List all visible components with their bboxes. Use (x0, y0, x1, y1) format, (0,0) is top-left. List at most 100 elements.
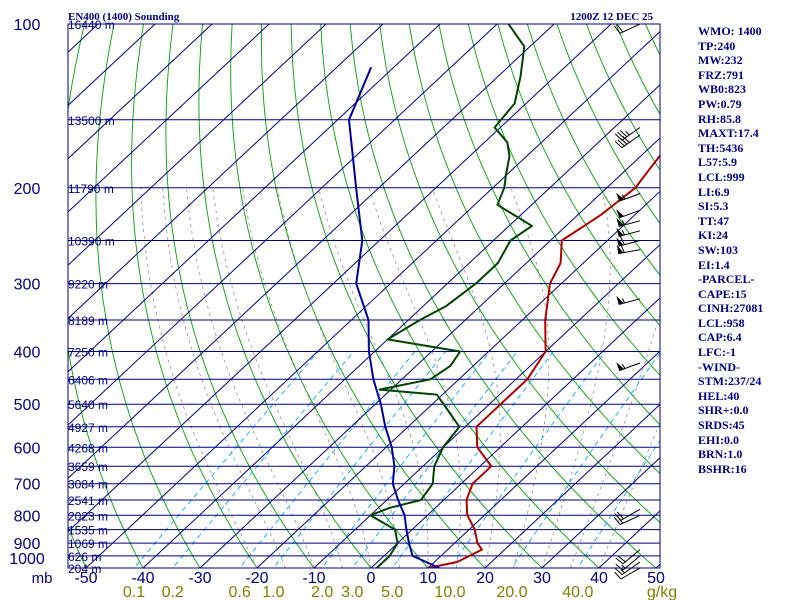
wind-barb-feather (614, 141, 623, 149)
wind-barb-feather (617, 139, 625, 147)
stat-line: BSHR:16 (698, 461, 747, 476)
dry-adiabat-line (379, 24, 660, 524)
plot-border (67, 23, 661, 569)
wind-barb (614, 127, 641, 141)
wind-barb-half-feather (621, 194, 626, 200)
stat-line: RH:85.8 (698, 111, 741, 126)
height-label: 1535 m (68, 524, 108, 538)
stat-line: MAXT:17.4 (698, 126, 759, 141)
wind-barb-feather (615, 557, 624, 565)
mixing-ratio-line (577, 439, 660, 568)
isotherm-line (68, 24, 441, 373)
isotherm-line (370, 297, 660, 568)
mixing-ratio-tick-label: 10.0 (434, 584, 465, 600)
isotherm-line (68, 24, 270, 213)
height-label: 11790 m (68, 182, 114, 196)
wind-barb (616, 362, 641, 372)
stat-line: KI:24 (698, 228, 728, 243)
height-label: 16440 m (68, 18, 115, 32)
stat-line: LCL:958 (698, 315, 745, 330)
moist-adiabat-line (242, 187, 372, 568)
wind-barb-feather (615, 564, 624, 571)
stat-line: CAP:6.4 (698, 330, 742, 345)
height-label: 5640 m (68, 398, 108, 412)
wind-barb-half-feather (621, 230, 625, 236)
height-label: 6406 m (68, 373, 108, 387)
moist-adiabat-line (186, 187, 315, 568)
stat-line: TH:5436 (698, 140, 744, 155)
moist-adiabat-line (162, 187, 286, 568)
height-label: 626 m (68, 550, 101, 564)
mixing-ratio-line (272, 351, 447, 568)
height-label: 10390 m (68, 235, 115, 249)
height-label: 2541 m (68, 494, 108, 508)
dry-adiabat-line (0, 24, 34, 580)
stat-line: BRN:1.0 (698, 447, 743, 462)
temperature-tick-label: -40 (131, 570, 154, 587)
temperature-tick-label: -10 (302, 570, 325, 587)
mixing-ratio-tick-label: 2.0 (311, 584, 333, 600)
dewpoint-trace (369, 24, 533, 568)
height-label: 204 m (68, 562, 101, 576)
mixing-ratio-line (449, 351, 606, 568)
height-label: 3084 m (68, 478, 108, 492)
wind-barb-feather (614, 571, 622, 580)
temperature-tick-label: 30 (533, 570, 551, 587)
wind-barb-half-feather (621, 298, 625, 304)
isotherm-line (484, 403, 660, 568)
isotherm-line (68, 24, 612, 533)
mixing-ratio-tick-label: 0.2 (162, 584, 184, 600)
mixing-ratio-line (511, 352, 660, 568)
wind-barb-pennant (616, 362, 624, 371)
wind-barbs (614, 23, 641, 580)
moist-adiabat-line (276, 187, 400, 568)
dry-adiabat-line (260, 24, 486, 568)
mixing-ratio-unit-label: g/kg (647, 584, 677, 600)
wind-barb (616, 236, 641, 247)
pressure-tick-label: 100 (14, 17, 41, 34)
stat-line: TP:240 (698, 38, 736, 53)
mixing-ratio-line (351, 351, 518, 568)
temperature-tick-label: -20 (245, 570, 268, 587)
wind-barb-pennant (616, 217, 624, 227)
isotherm-line (85, 30, 660, 568)
wind-barb (616, 227, 641, 237)
stat-line: LFC:-1 (698, 345, 736, 360)
height-label: 9220 m (68, 278, 108, 292)
moist-adiabat-line (510, 187, 550, 568)
wind-barb-half-feather (621, 363, 626, 369)
wind-barb (614, 567, 641, 580)
temperature-tick-label: 40 (590, 570, 608, 587)
wind-barb-feather (614, 25, 621, 34)
stat-line: -WIND- (698, 359, 740, 374)
dry-adiabat-line (290, 24, 543, 568)
wind-barb (614, 508, 641, 521)
dry-adiabat-line (526, 24, 660, 276)
isotherm-line (427, 350, 660, 568)
wind-barb (616, 192, 641, 202)
wind-barb-feather (616, 24, 624, 33)
mixing-ratio-line (239, 351, 416, 568)
isotherm-line (68, 24, 213, 160)
wind-barb-pennant (616, 209, 624, 218)
dry-adiabat-line (131, 24, 258, 568)
temperature-tick-label: 0 (367, 570, 376, 587)
wind-barb-staff (619, 514, 641, 526)
mixing-ratio-tick-label: 0.1 (123, 584, 145, 600)
height-label: 8189 m (68, 314, 108, 328)
dry-adiabat-line (320, 24, 600, 568)
stat-line: TT:47 (698, 213, 730, 228)
stat-line: SW:103 (698, 242, 739, 257)
wind-barb-staff (619, 23, 641, 34)
wind-barb-feather (614, 133, 623, 141)
wind-barb-staff (618, 249, 641, 255)
stat-line: FRZ:791 (698, 67, 744, 82)
pressure-tick-label: 700 (14, 477, 41, 494)
stat-line: SRDS:45 (698, 418, 745, 433)
mixing-ratio-tick-label: 20.0 (496, 584, 527, 600)
isotherm-line (68, 24, 384, 320)
wind-barb (616, 209, 641, 219)
wind-barb (616, 217, 641, 227)
temperature-tick-label: 20 (476, 570, 494, 587)
